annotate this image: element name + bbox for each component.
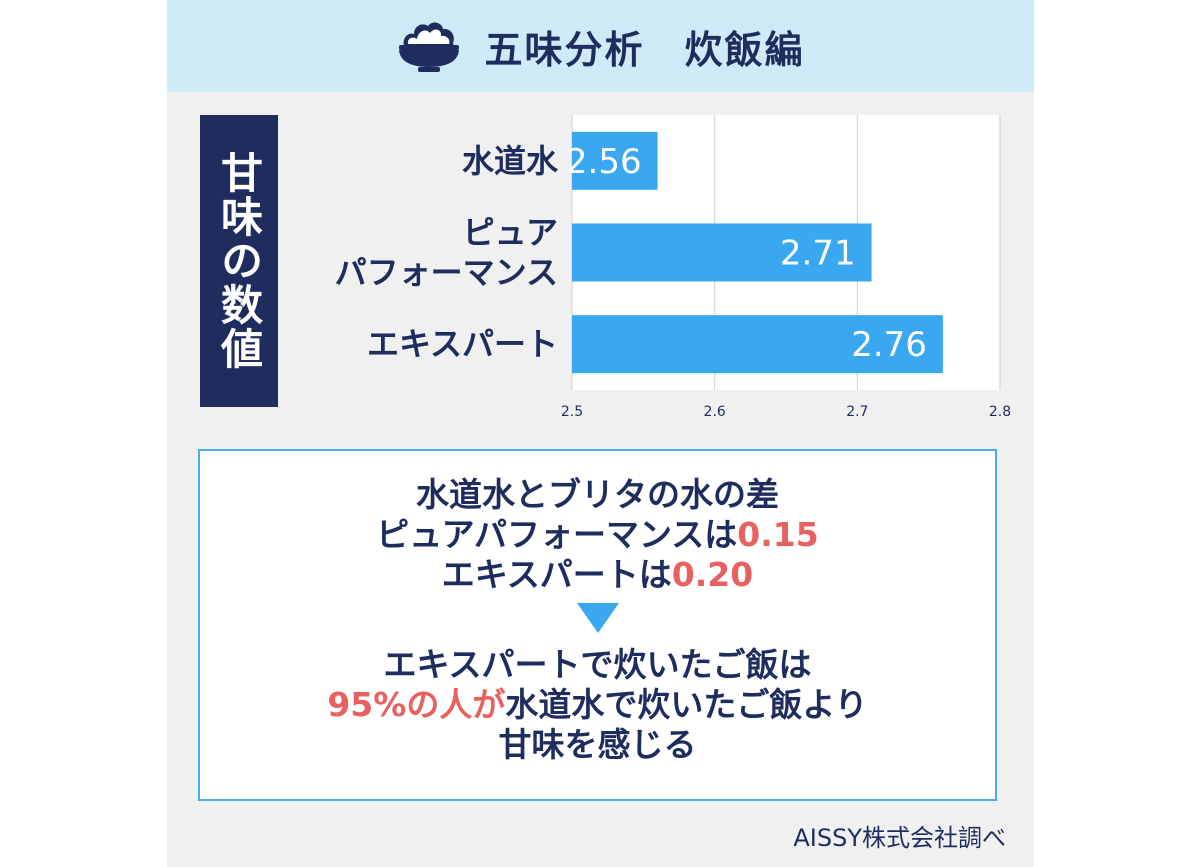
summary-line-2-value: 0.15 [737, 515, 819, 554]
bar [572, 131, 658, 190]
tick-label: 2.6 [704, 404, 726, 420]
result-line-1: エキスパートで炊いたご飯は [383, 645, 812, 684]
summary-line-2: ピュアパフォーマンスは0.15 [200, 515, 995, 555]
header: 五味分析 炊飯編 [167, 0, 1034, 92]
summary-box: 水道水とブリタの水の差 ピュアパフォーマンスは0.15 エキスパートは0.20 … [198, 449, 997, 801]
summary-line-3: エキスパートは0.20 [200, 555, 995, 595]
infographic-panel: 五味分析 炊飯編 甘味の数値 2.5 2.6 2.7 2.8 2.56 水道水 2.71 ピュ… [167, 0, 1034, 867]
category-label: 水道水 [462, 142, 559, 180]
summary-line-2-text: ピュアパフォーマンスは [376, 515, 738, 554]
result-highlight: 95%の人が [327, 685, 506, 724]
category-label: パフォーマンス [335, 254, 558, 292]
down-arrow-icon [576, 603, 619, 633]
bar-value-label: 2.71 [780, 234, 856, 274]
page-title: 五味分析 炊飯編 [484, 27, 805, 72]
bar [572, 223, 872, 282]
result-line-2: 95%の人が水道水で炊いたご飯より [200, 685, 995, 725]
category-label: ピュア [463, 214, 558, 252]
tick-label: 2.8 [989, 404, 1011, 420]
category-label: エキスパート [367, 325, 558, 363]
rice-bowl-icon [399, 22, 460, 72]
bar-value-label: 2.76 [851, 325, 927, 365]
tick-label: 2.5 [561, 404, 583, 420]
bar [572, 315, 943, 374]
result-line-2-text: 水道水で炊いたご飯より [505, 685, 868, 724]
credit: AISSY株式会社調べ [793, 824, 1006, 852]
bar-value-label: 2.56 [566, 142, 642, 182]
result-line-3: 甘味を感じる [498, 725, 697, 764]
summary-line-3-text: エキスパートは [441, 555, 672, 594]
tick-label: 2.7 [846, 404, 868, 420]
side-label: 甘味の数値 [200, 115, 278, 407]
summary-line-3-value: 0.20 [671, 555, 754, 594]
summary-line-1: 水道水とブリタの水の差 [416, 475, 779, 514]
